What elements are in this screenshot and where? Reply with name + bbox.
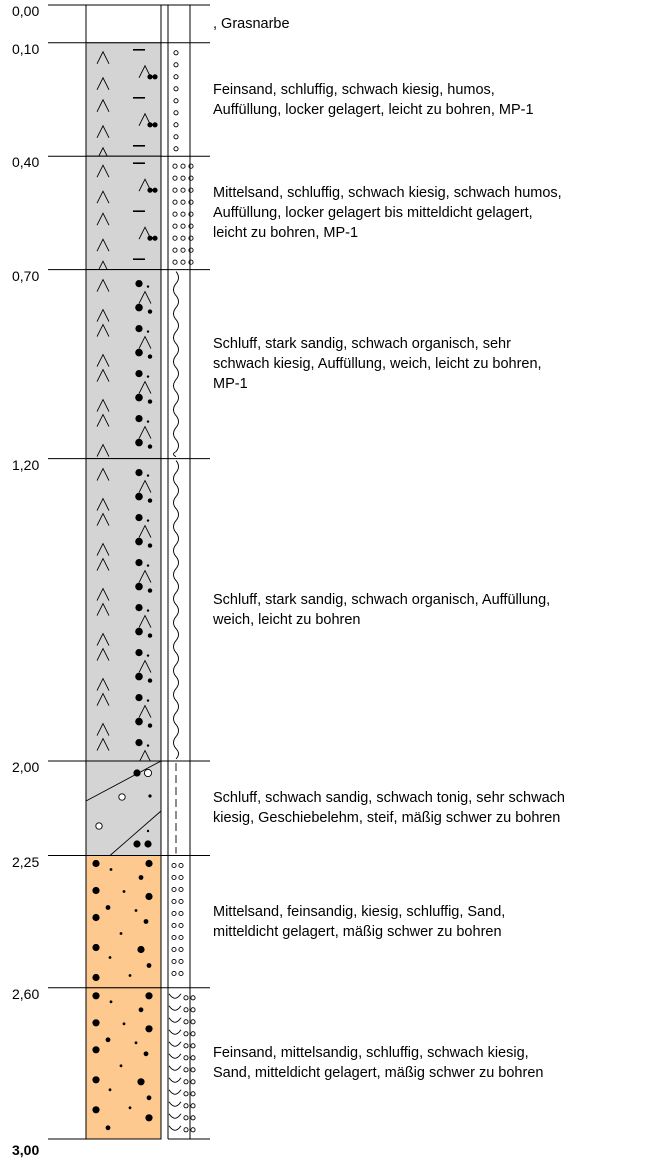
depth-label: 0,10 [12, 40, 40, 57]
depth-label: 1,20 [12, 456, 40, 473]
sidebar-symbol [168, 993, 196, 1133]
depth-label: 0,70 [12, 267, 40, 284]
layer-description: , Grasnarbe [213, 15, 290, 32]
layer-5 [48, 458, 210, 781]
layer-description: Schluff, stark sandig, schwach organisch… [213, 336, 542, 393]
layer-description: Feinsand, schluffig, schwach kiesig, hum… [213, 81, 534, 118]
soil-pattern [96, 278, 153, 457]
soil-pattern [92, 992, 153, 1131]
layer-4 [48, 269, 210, 460]
depth-label: 2,60 [12, 985, 40, 1002]
layer-1 [48, 4, 210, 44]
soil-pattern [92, 859, 153, 982]
layer-6 [48, 760, 210, 856]
sidebar-symbol [171, 862, 184, 977]
sidebar-symbol [173, 271, 179, 458]
layer-description: Feinsand, mittelsandig, schluffig, schwa… [213, 1045, 544, 1082]
layer-description: Mittelsand, schluffig, schwach kiesig, s… [213, 184, 562, 241]
soil-pattern [85, 760, 162, 856]
depth-label: 0,00 [12, 3, 40, 19]
layer-description: Mittelsand, feinsandig, kiesig, schluffi… [213, 903, 506, 940]
depth-label: 2,00 [12, 759, 40, 775]
final-depth-label: 3,00 [12, 1142, 40, 1158]
depth-label: 0,40 [12, 154, 40, 171]
sidebar-symbol [173, 50, 179, 152]
layer-description: Schluff, schwach sandig, schwach tonig, … [213, 790, 565, 827]
layer-description: Schluff, stark sandig, schwach organisch… [213, 591, 551, 628]
sidebar-symbol [173, 460, 179, 760]
layer-7 [48, 855, 210, 989]
depth-label: 2,25 [12, 853, 40, 870]
layer-8 [48, 987, 210, 1140]
